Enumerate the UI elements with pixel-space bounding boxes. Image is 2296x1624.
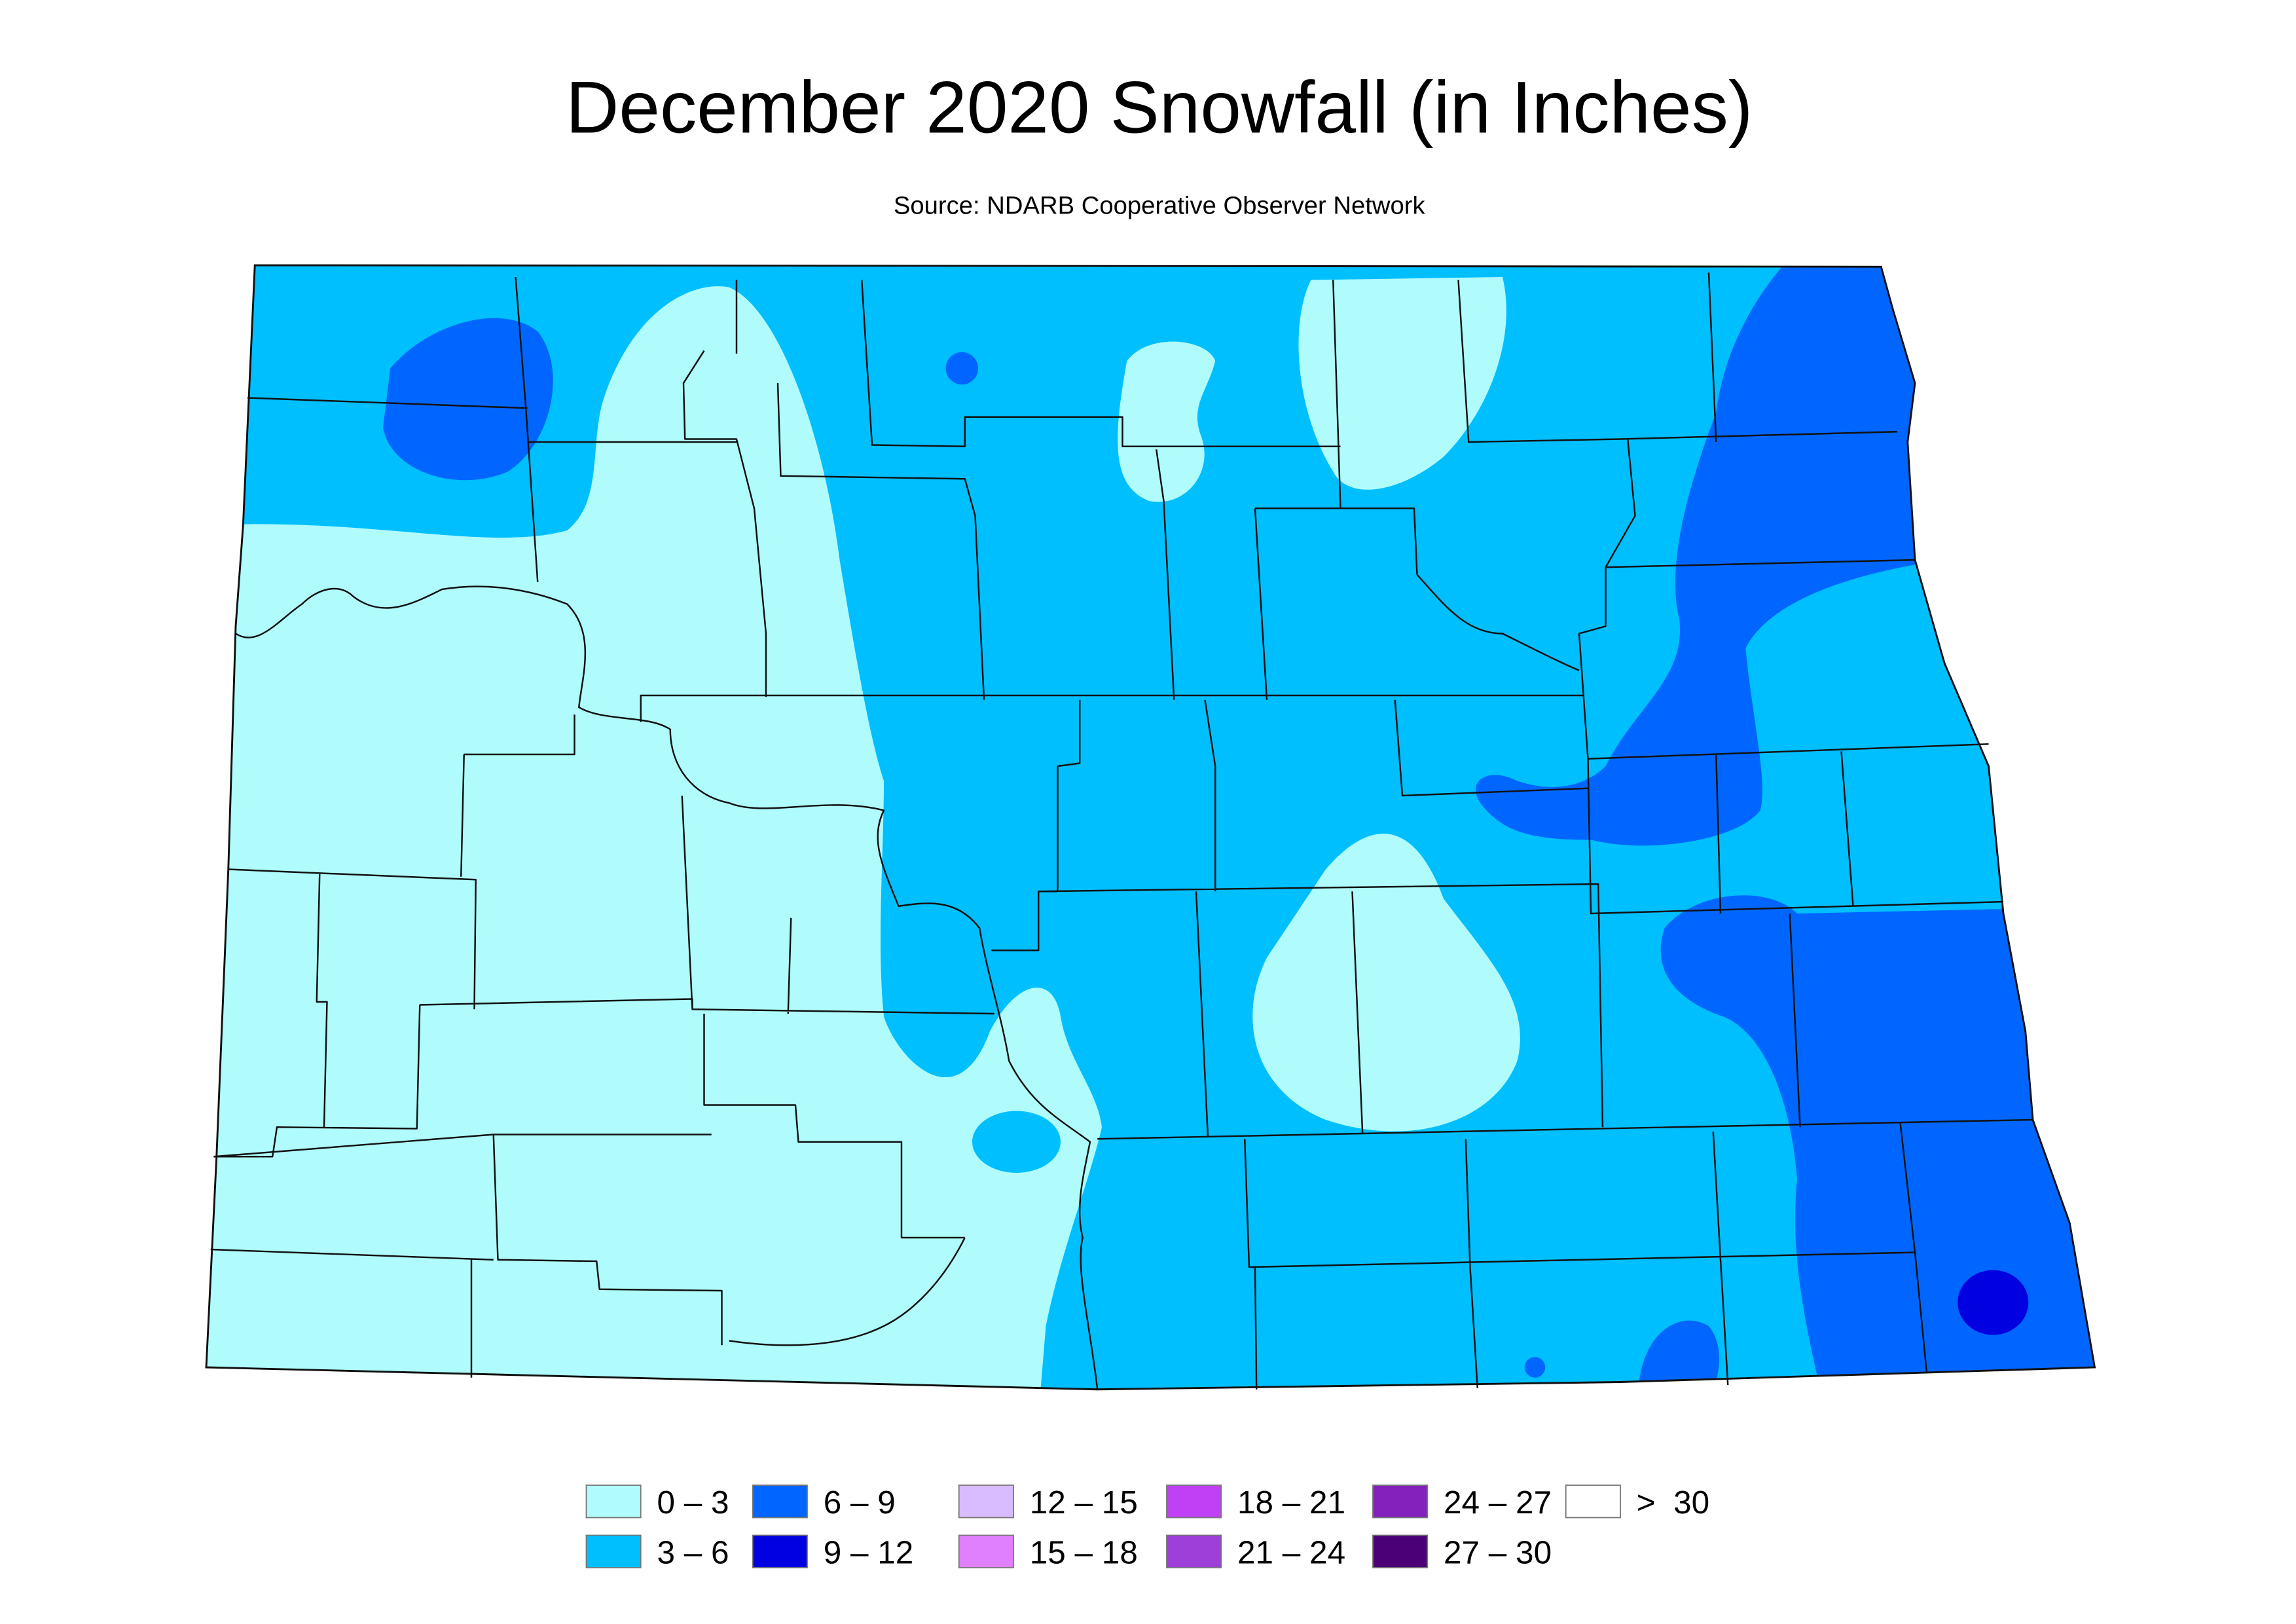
- area-0-3: [1118, 341, 1216, 502]
- legend-swatch: [958, 1534, 1014, 1568]
- legend-swatch: [1565, 1485, 1621, 1519]
- legend: 0 – 3 3 – 6 6 – 9 9 – 12 12 – 15 15 – 18 18 – …: [585, 1485, 1709, 1570]
- legend-label: 12 – 15: [1030, 1485, 1138, 1521]
- legend-swatch: [752, 1485, 808, 1519]
- area-9-12: [1958, 1270, 2029, 1335]
- rivers: [235, 574, 1580, 1390]
- area-3-6: [972, 1111, 1061, 1173]
- legend-label: 15 – 18: [1030, 1534, 1138, 1570]
- legend-swatch: [1372, 1485, 1429, 1519]
- area-0-3: [1252, 834, 1520, 1132]
- map-subtitle: Source: NDARB Cooperative Observer Netwo…: [894, 191, 1426, 219]
- area-6-9: [1476, 265, 1944, 846]
- legend-swatch: [585, 1485, 642, 1519]
- legend-swatch: [1166, 1485, 1222, 1519]
- legend-swatch: [1372, 1534, 1429, 1568]
- area-0-3: [1298, 277, 1506, 490]
- area-0-3: [206, 286, 1102, 1390]
- area-6-9: [382, 318, 553, 481]
- legend-label: 0 – 3: [657, 1485, 729, 1521]
- legend-label: 21 – 24: [1237, 1534, 1345, 1570]
- county-boundaries: [210, 272, 2033, 1390]
- legend-swatch: [752, 1534, 808, 1568]
- map-title: December 2020 Snowfall (in Inches): [566, 66, 1753, 149]
- legend-swatch: [1166, 1534, 1222, 1568]
- legend-swatch: [958, 1485, 1014, 1519]
- legend-label: 9 – 12: [824, 1534, 914, 1570]
- legend-label: 27 – 30: [1444, 1534, 1552, 1570]
- snowfall-areas: [206, 265, 2095, 1390]
- legend-label: 24 – 27: [1444, 1485, 1552, 1521]
- legend-label: 3 – 6: [657, 1534, 729, 1570]
- legend-label: 18 – 21: [1237, 1485, 1345, 1521]
- state-outline: [205, 264, 2096, 1391]
- area-6-9: [945, 352, 978, 385]
- legend-swatch: [585, 1534, 642, 1568]
- area-6-9: [1524, 1357, 1546, 1378]
- legend-label: > 30: [1637, 1485, 1709, 1521]
- legend-label: 6 – 9: [824, 1485, 896, 1521]
